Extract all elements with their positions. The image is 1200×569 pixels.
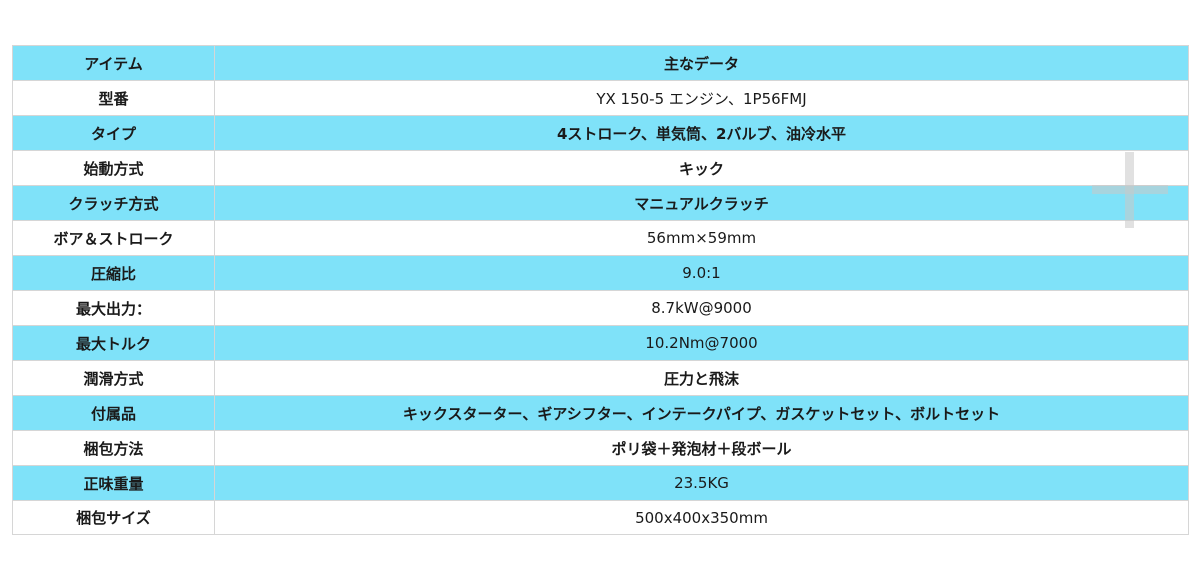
- spec-label-cell: 梱包方法: [12, 430, 215, 466]
- table-row: 梱包サイズ 500x400x350mm: [12, 500, 1189, 535]
- table-row: タイプ 4ストローク、単気筒、2バルブ、油冷水平: [12, 115, 1189, 151]
- spec-value-cell: 10.2Nm@7000: [214, 325, 1189, 361]
- spec-label-cell: 最大トルク: [12, 325, 215, 361]
- spec-label-cell: 型番: [12, 80, 215, 116]
- spec-label-cell: タイプ: [12, 115, 215, 151]
- table-header-row: アイテム 主なデータ: [12, 45, 1189, 81]
- header-item-cell: アイテム: [12, 45, 215, 81]
- spec-label-cell: 付属品: [12, 395, 215, 431]
- spec-value-cell: YX 150-5 エンジン、1P56FMJ: [214, 80, 1189, 116]
- spec-value-cell: ポリ袋＋発泡材＋段ボール: [214, 430, 1189, 466]
- table-row: クラッチ方式 マニュアルクラッチ: [12, 185, 1189, 221]
- spec-value-cell: 56mm×59mm: [214, 220, 1189, 256]
- table-row: 始動方式 キック: [12, 150, 1189, 186]
- table-row: 正味重量 23.5KG: [12, 465, 1189, 501]
- table-row: 圧縮比 9.0:1: [12, 255, 1189, 291]
- spec-value-cell: 4ストローク、単気筒、2バルブ、油冷水平: [214, 115, 1189, 151]
- spec-value-cell: マニュアルクラッチ: [214, 185, 1189, 221]
- spec-value-cell: 500x400x350mm: [214, 500, 1189, 535]
- spec-label-cell: 最大出力：: [12, 290, 215, 326]
- spec-label-cell: ボア＆ストローク: [12, 220, 215, 256]
- spec-table: アイテム 主なデータ 型番 YX 150-5 エンジン、1P56FMJ タイプ 4スト…: [12, 45, 1189, 535]
- spec-value-cell: 9.0:1: [214, 255, 1189, 291]
- table-row: 最大出力： 8.7kW@9000: [12, 290, 1189, 326]
- spec-table-body: アイテム 主なデータ 型番 YX 150-5 エンジン、1P56FMJ タイプ 4スト…: [12, 45, 1189, 535]
- table-row: 梱包方法 ポリ袋＋発泡材＋段ボール: [12, 430, 1189, 466]
- spec-label-cell: 潤滑方式: [12, 360, 215, 396]
- spec-label-cell: 圧縮比: [12, 255, 215, 291]
- table-row: 付属品 キックスターター、ギアシフター、インテークパイプ、ガスケットセット、ボルト…: [12, 395, 1189, 431]
- table-row: 型番 YX 150-5 エンジン、1P56FMJ: [12, 80, 1189, 116]
- spec-value-cell: 23.5KG: [214, 465, 1189, 501]
- header-data-cell: 主なデータ: [214, 45, 1189, 81]
- spec-label-cell: 正味重量: [12, 465, 215, 501]
- spec-value-cell: 8.7kW@9000: [214, 290, 1189, 326]
- spec-value-cell: キック: [214, 150, 1189, 186]
- spec-label-cell: 始動方式: [12, 150, 215, 186]
- spec-label-cell: 梱包サイズ: [12, 500, 215, 535]
- table-row: 最大トルク 10.2Nm@7000: [12, 325, 1189, 361]
- spec-value-cell: 圧力と飛沫: [214, 360, 1189, 396]
- spec-label-cell: クラッチ方式: [12, 185, 215, 221]
- spec-value-cell: キックスターター、ギアシフター、インテークパイプ、ガスケットセット、ボルトセット: [214, 395, 1189, 431]
- table-row: 潤滑方式 圧力と飛沫: [12, 360, 1189, 396]
- table-row: ボア＆ストローク 56mm×59mm: [12, 220, 1189, 256]
